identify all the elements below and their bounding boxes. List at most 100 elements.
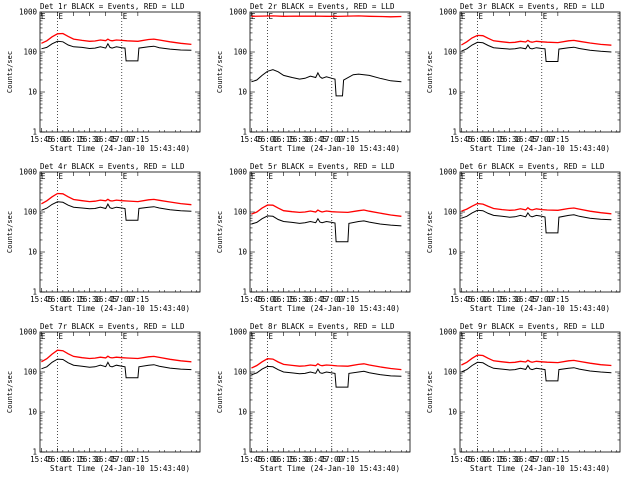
y-axis-label: Counts/sec bbox=[216, 211, 224, 253]
y-tick-label: 100 bbox=[23, 208, 37, 217]
marker-label: E bbox=[58, 172, 63, 181]
x-tick-label: 16:00 bbox=[466, 135, 489, 144]
y-tick-label: 1000 bbox=[19, 328, 38, 337]
x-axis-label: Start Time (24-Jan-10 15:43:40) bbox=[260, 304, 400, 313]
y-tick-label: 1 bbox=[242, 288, 247, 297]
y-tick-label: 10 bbox=[238, 88, 248, 97]
y-tick-label: 1 bbox=[32, 288, 37, 297]
marker-label: E bbox=[41, 12, 46, 21]
y-tick-label: 10 bbox=[238, 248, 248, 257]
x-tick-label: 16:30 bbox=[288, 295, 311, 304]
series-line-events bbox=[461, 209, 612, 234]
y-tick-label: 10 bbox=[448, 248, 458, 257]
y-tick-label: 10 bbox=[28, 88, 38, 97]
y-tick-label: 1000 bbox=[439, 8, 458, 17]
y-axis-label: Counts/sec bbox=[426, 51, 434, 93]
x-tick-label: 15:45 bbox=[240, 135, 263, 144]
y-tick-label: 10 bbox=[448, 88, 458, 97]
y-tick-label: 100 bbox=[233, 48, 247, 57]
y-tick-label: 1000 bbox=[229, 328, 248, 337]
y-tick-label: 1 bbox=[32, 448, 37, 457]
x-tick-label: 16:15 bbox=[482, 455, 505, 464]
x-tick-label: 16:45 bbox=[514, 135, 537, 144]
x-tick-label: 17:00 bbox=[320, 295, 343, 304]
marker-label: E bbox=[461, 332, 466, 341]
y-tick-label: 100 bbox=[23, 48, 37, 57]
chart-panel-9: Det 9r BLACK = Events, RED = LLD 1 10 100 10… bbox=[426, 322, 621, 473]
chart-panel-1: Det 1r BLACK = Events, RED = LLD 1 10 100 10… bbox=[6, 2, 201, 153]
series-line-events bbox=[41, 201, 192, 221]
x-axis-label: Start Time (24-Jan-10 15:43:40) bbox=[470, 304, 610, 313]
y-tick-label: 100 bbox=[443, 208, 457, 217]
marker-label: E bbox=[543, 172, 548, 181]
marker-label: E bbox=[268, 172, 273, 181]
chart-panel-2: Det 2r BLACK = Events, RED = LLD 1 10 100 10… bbox=[216, 2, 411, 153]
x-tick-label: 15:45 bbox=[240, 455, 263, 464]
y-tick-label: 1 bbox=[452, 288, 457, 297]
x-tick-label: 17:15 bbox=[547, 295, 570, 304]
chart-title: Det 9r BLACK = Events, RED = LLD bbox=[460, 322, 605, 331]
plot-frame bbox=[249, 11, 411, 133]
marker-label: E bbox=[41, 332, 46, 341]
x-tick-label: 16:30 bbox=[78, 135, 101, 144]
series-line-lld bbox=[461, 354, 612, 367]
x-tick-label: 17:00 bbox=[110, 455, 133, 464]
chart-panel-8: Det 8r BLACK = Events, RED = LLD 1 10 100 10… bbox=[216, 322, 411, 473]
y-tick-label: 10 bbox=[28, 248, 38, 257]
x-axis-label: Start Time (24-Jan-10 15:43:40) bbox=[470, 144, 610, 153]
x-tick-label: 16:15 bbox=[482, 135, 505, 144]
y-tick-label: 1000 bbox=[229, 168, 248, 177]
marker-label: E bbox=[58, 12, 63, 21]
plot-frame bbox=[459, 11, 621, 133]
x-tick-label: 16:45 bbox=[94, 455, 117, 464]
x-tick-label: 15:45 bbox=[30, 295, 53, 304]
y-tick-label: 100 bbox=[23, 368, 37, 377]
chart-title: Det 4r BLACK = Events, RED = LLD bbox=[40, 162, 185, 171]
x-tick-label: 17:00 bbox=[110, 135, 133, 144]
x-tick-label: 17:00 bbox=[320, 455, 343, 464]
x-axis-label: Start Time (24-Jan-10 15:43:40) bbox=[50, 304, 190, 313]
x-tick-label: 16:15 bbox=[272, 455, 295, 464]
x-tick-label: 15:45 bbox=[30, 135, 53, 144]
x-tick-label: 16:15 bbox=[62, 455, 85, 464]
series-line-lld bbox=[251, 15, 402, 18]
x-tick-label: 16:00 bbox=[466, 455, 489, 464]
marker-label: E bbox=[543, 12, 548, 21]
x-axis-label: Start Time (24-Jan-10 15:43:40) bbox=[470, 464, 610, 473]
series-line-events bbox=[41, 358, 192, 379]
x-tick-label: 17:15 bbox=[337, 455, 360, 464]
x-tick-label: 16:00 bbox=[466, 295, 489, 304]
x-axis-label: Start Time (24-Jan-10 15:43:40) bbox=[50, 464, 190, 473]
x-tick-label: 16:30 bbox=[288, 455, 311, 464]
x-tick-label: 16:45 bbox=[304, 295, 327, 304]
marker-label: E bbox=[58, 332, 63, 341]
y-tick-label: 1 bbox=[452, 128, 457, 137]
x-tick-label: 16:30 bbox=[498, 135, 521, 144]
x-tick-label: 16:30 bbox=[288, 135, 311, 144]
chart-panel-3: Det 3r BLACK = Events, RED = LLD 1 10 100 10… bbox=[426, 2, 621, 153]
y-tick-label: 1000 bbox=[19, 8, 38, 17]
x-tick-label: 17:15 bbox=[127, 135, 150, 144]
series-line-events bbox=[251, 215, 402, 243]
x-tick-label: 17:00 bbox=[320, 135, 343, 144]
y-axis-label: Counts/sec bbox=[6, 371, 14, 413]
plot-frame bbox=[249, 331, 411, 453]
x-tick-label: 16:00 bbox=[46, 455, 69, 464]
x-tick-label: 16:30 bbox=[78, 455, 101, 464]
series-line-events bbox=[41, 40, 192, 62]
series-line-events bbox=[461, 361, 612, 382]
marker-label: E bbox=[41, 172, 46, 181]
marker-label: E bbox=[543, 332, 548, 341]
chart-title: Det 6r BLACK = Events, RED = LLD bbox=[460, 162, 605, 171]
x-tick-label: 16:45 bbox=[514, 295, 537, 304]
x-tick-label: 16:00 bbox=[46, 295, 69, 304]
series-line-lld bbox=[41, 349, 192, 363]
x-tick-label: 16:45 bbox=[304, 455, 327, 464]
plot-frame bbox=[249, 171, 411, 293]
chart-panel-4: Det 4r BLACK = Events, RED = LLD 1 10 100 10… bbox=[6, 162, 201, 313]
marker-label: E bbox=[268, 332, 273, 341]
y-axis-label: Counts/sec bbox=[6, 51, 14, 93]
marker-label: E bbox=[123, 332, 128, 341]
x-axis-label: Start Time (24-Jan-10 15:43:40) bbox=[50, 144, 190, 153]
